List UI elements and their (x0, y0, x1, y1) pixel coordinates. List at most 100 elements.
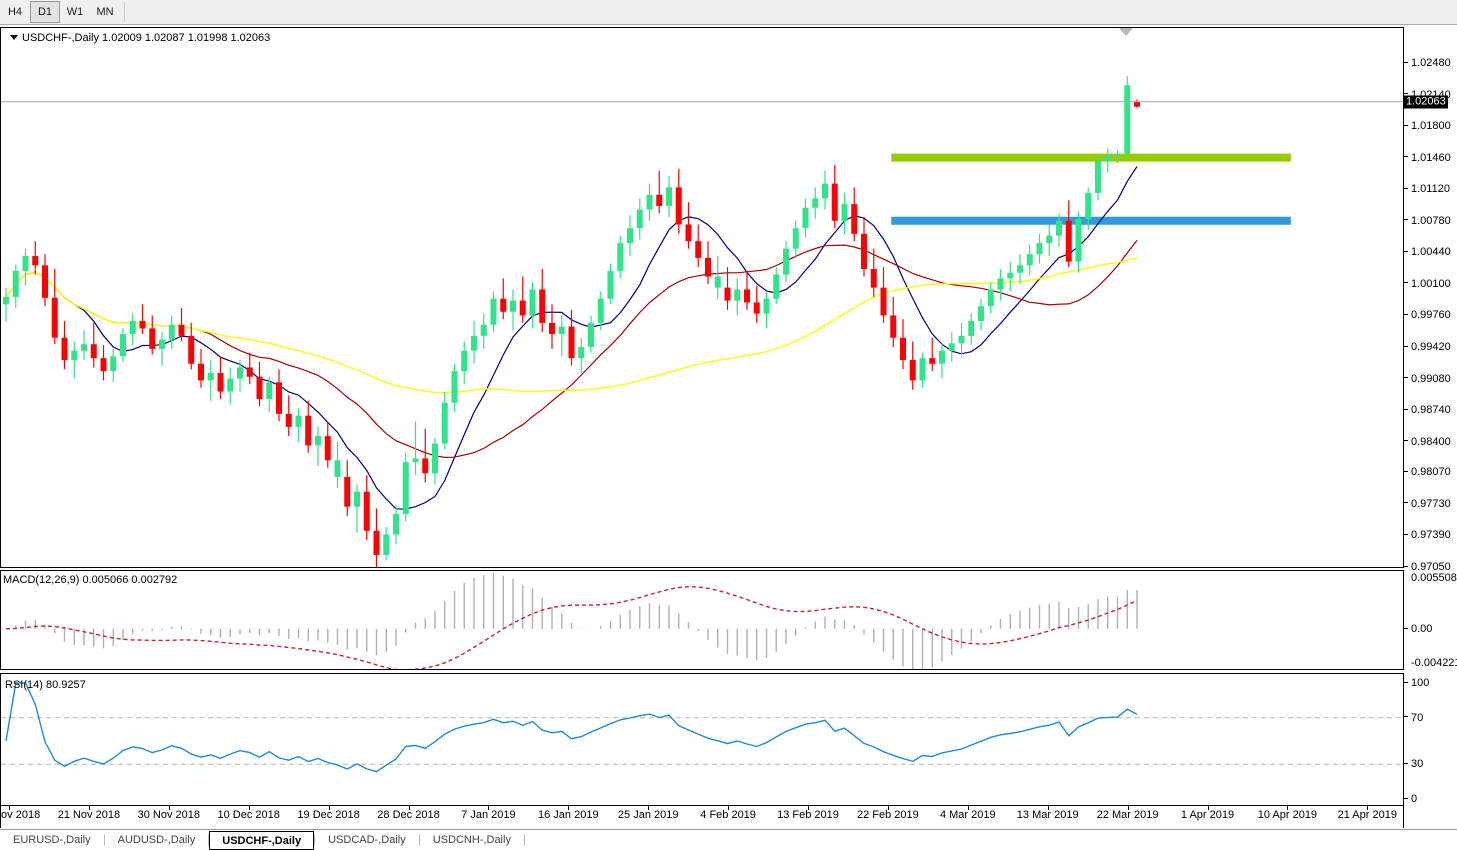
candle-body (42, 265, 48, 298)
timeframe-d1-button[interactable]: D1 (30, 1, 60, 23)
candle-body (61, 337, 68, 361)
macd-axis-tick-label: 0.00 (1411, 622, 1433, 635)
tab-divider (523, 834, 525, 846)
candle-body (363, 491, 370, 531)
timeframe-toolbar: H4 D1 W1 MN (0, 0, 1457, 25)
timeframe-w1-button[interactable]: W1 (66, 6, 84, 18)
timeframe-mn-button[interactable]: MN (96, 6, 114, 18)
tick-dash (1404, 534, 1408, 536)
date-axis-tick (1127, 806, 1129, 810)
candle-body (441, 402, 448, 444)
ma-slow-line (5, 257, 1138, 394)
chart-tab-usdcad[interactable]: USDCAD-,Daily (328, 834, 406, 846)
candle-body (870, 269, 877, 288)
candle-body (987, 289, 994, 307)
date-axis-tick (168, 806, 170, 810)
chart-tab-usdcnh[interactable]: USDCNH-,Daily (432, 834, 511, 846)
price-pane-header[interactable]: USDCHF-,Daily 1.02009 1.02087 1.01998 1.… (10, 32, 270, 44)
candle-body (558, 326, 565, 335)
date-axis-tick (808, 806, 809, 810)
candle-body (909, 360, 916, 381)
candle-body (636, 209, 643, 229)
candle-body (451, 371, 458, 403)
macd-axis-tick: 0.00 (1404, 623, 1432, 635)
date-axis-tick (1047, 806, 1049, 810)
chart-tab-audusd[interactable]: AUDUSD-,Daily (117, 834, 196, 846)
date-axis-tick (9, 806, 10, 810)
candle-body (539, 289, 546, 323)
price-axis-tick: 0.98740 (1404, 404, 1451, 416)
candle-body (734, 289, 741, 301)
candle-body (120, 334, 126, 357)
current-price-badge: 1.02063 (1404, 95, 1448, 109)
candle-body (217, 373, 224, 392)
timeframe-h4-button[interactable]: H4 (7, 6, 23, 18)
rsi-pane[interactable] (0, 673, 1404, 806)
rsi-axis-tick-label: 70 (1411, 711, 1424, 724)
candle-body (1114, 153, 1121, 156)
date-axis-tick (967, 806, 969, 810)
candle-body (71, 350, 78, 361)
candle-body (578, 347, 585, 359)
chart-tab-eurusd[interactable]: EURUSD-,Daily (13, 834, 91, 846)
date-axis-label: 16 Jan 2019 (538, 809, 599, 821)
chevron-down-icon[interactable] (10, 34, 18, 40)
date-x-axis[interactable]: 12 Nov 2018 21 Nov 2018 30 Nov 2018 10 Dec … (0, 806, 1404, 828)
candle-body (315, 436, 321, 446)
chart-tab-usdchf[interactable]: USDCHF-,Daily (209, 831, 315, 850)
candle-body (81, 344, 87, 351)
tick-dash (1404, 440, 1408, 442)
candle-body (773, 274, 780, 299)
candle-body (900, 337, 906, 361)
candle-body (568, 326, 575, 359)
candle-body (851, 204, 858, 234)
candle-body (402, 462, 409, 515)
date-axis-tick (568, 806, 570, 810)
candle-body (334, 460, 341, 477)
candle-body (422, 458, 429, 474)
date-axis-tick (408, 806, 410, 810)
candle-body (227, 378, 234, 392)
candle-body (22, 256, 29, 271)
date-axis-label: 12 Nov 2018 (0, 809, 41, 821)
price-axis-tick: 0.97050 (1404, 561, 1451, 573)
candle-body (968, 321, 975, 336)
candle-body (324, 436, 331, 461)
price-axis-tick: 1.02480 (1404, 57, 1451, 69)
candle-body (695, 241, 702, 258)
macd-axis-tick: 0.005508 (1404, 572, 1457, 584)
price-axis-tick-label: 1.01120 (1411, 183, 1450, 196)
macd-y-axis[interactable]: 0.005508 0.00 -0.004221 (1404, 570, 1457, 670)
rsi-axis-tick: 70 (1404, 712, 1423, 724)
candle-body (246, 367, 253, 377)
candle-body (744, 289, 750, 303)
date-axis-tick (648, 806, 650, 810)
rsi-y-axis[interactable]: 100 70 30 0 (1404, 673, 1457, 806)
candle-body (383, 534, 390, 555)
candle-body (519, 300, 526, 316)
rsi-axis-tick-label: 30 (1411, 758, 1424, 771)
price-chart-canvas (1, 75, 1403, 567)
date-axis-label: 13 Mar 2019 (1016, 809, 1079, 821)
tick-dash (1404, 250, 1408, 252)
macd-pane[interactable] (0, 570, 1404, 670)
candle-body (393, 514, 399, 535)
price-y-axis[interactable]: 1.024801.021401.018001.014601.011201.007… (1404, 27, 1457, 573)
price-chart-pane[interactable] (0, 27, 1404, 568)
candle-body (471, 335, 477, 351)
candle-body (646, 194, 653, 210)
candle-body (549, 322, 555, 335)
macd-axis-tick: -0.004221 (1404, 657, 1457, 669)
price-axis-tick-label: 0.99420 (1411, 341, 1451, 354)
price-axis-tick: 1.01460 (1404, 152, 1451, 164)
price-axis-tick: 0.98400 (1404, 436, 1451, 448)
candle-body (295, 415, 302, 427)
tick-dash (1404, 470, 1408, 472)
price-axis-tick: 0.99760 (1404, 309, 1451, 321)
candle-body (792, 228, 799, 249)
candle-body (841, 204, 848, 221)
date-axis-label: 1 Apr 2019 (1180, 809, 1235, 821)
candle-body (490, 298, 497, 325)
candle-body (958, 335, 965, 344)
